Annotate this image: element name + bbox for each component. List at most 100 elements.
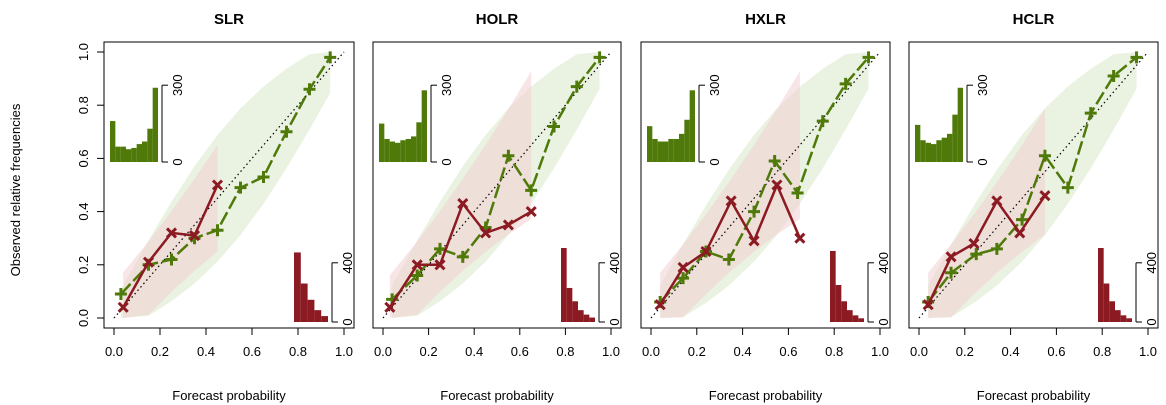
green-reliability-series (386, 51, 606, 306)
histogram-bar (589, 317, 595, 322)
red-inset-histogram: 0 400 (830, 250, 891, 326)
histogram-tick-label: 300 (975, 74, 990, 96)
x-axis-label: Forecast probability (440, 388, 554, 403)
histogram-bar (657, 141, 663, 162)
x-marker (411, 259, 423, 271)
histogram-bar (405, 138, 411, 162)
plus-marker (1130, 51, 1143, 64)
x-tick-label: 0.4 (1002, 344, 1020, 359)
panel-hxlr: HXLR 0.0 0.2 0.4 0.6 0.8 1.0 Forecast probabili… (640, 11, 891, 403)
histogram-bar (395, 142, 401, 162)
histogram-bar (379, 123, 385, 162)
x-marker (771, 179, 783, 191)
red-reliability-series (117, 179, 224, 313)
histogram-bar (115, 146, 121, 162)
histogram-bar (689, 90, 695, 162)
histogram-bar (684, 119, 690, 162)
histogram-bar (300, 283, 308, 322)
red-reliability-series (654, 179, 806, 311)
histogram-bar (952, 114, 958, 162)
x-tick-label: 0.0 (910, 344, 928, 359)
x-marker (700, 245, 712, 258)
green-inset-histogram: 0 300 (379, 74, 454, 166)
histogram-bar (915, 124, 921, 162)
x-tick-label: 0.2 (151, 344, 169, 359)
x-marker (794, 232, 806, 244)
plus-marker (502, 149, 515, 162)
histogram-bar (566, 287, 573, 322)
panel-title: HCLR (1013, 11, 1055, 28)
histogram-tick-label: 300 (439, 74, 454, 96)
histogram-bar (957, 87, 963, 162)
histogram-bar (663, 141, 669, 162)
x-marker (677, 261, 689, 274)
histogram-bar (679, 133, 685, 162)
histogram-bar (110, 121, 116, 162)
histogram-tick-label: 300 (170, 74, 185, 96)
x-tick-label: 0.8 (825, 344, 843, 359)
histogram-tick-label: 400 (1144, 252, 1159, 274)
histogram-bar (147, 128, 153, 162)
x-marker (188, 229, 201, 242)
histogram-bar (578, 310, 584, 322)
x-marker (525, 206, 537, 218)
y-tick-label: 1.0 (76, 43, 91, 61)
x-tick-label: 0.0 (374, 344, 392, 359)
plus-marker (1084, 107, 1097, 120)
diagonal-reference-line (113, 51, 345, 319)
histogram-bar (1109, 301, 1115, 322)
histogram-bar (400, 140, 406, 162)
green-series-line (659, 56, 870, 303)
plus-marker (816, 115, 829, 128)
histogram-bar (384, 138, 390, 162)
red-inset-histogram: 0 400 (1098, 248, 1159, 326)
plus-marker (280, 125, 293, 138)
histogram-bar (858, 318, 864, 322)
histogram-bar (561, 248, 567, 322)
histogram-tick-label: 0 (707, 158, 722, 165)
panel-holr: HOLR 0.0 0.2 0.4 0.6 0.8 1.0 Forecast probabili… (372, 11, 622, 403)
x-tick-label: 0.0 (642, 344, 660, 359)
histogram-tick-label: 400 (340, 252, 355, 274)
x-tick-label: 0.2 (956, 344, 974, 359)
plus-marker (839, 77, 852, 90)
histogram-bar (673, 138, 679, 162)
plus-marker (411, 269, 424, 282)
plus-marker (234, 181, 247, 194)
red-inset-histogram: 0 400 (561, 248, 622, 326)
plus-marker (677, 272, 690, 285)
plus-marker (257, 171, 270, 184)
histogram-bar (1115, 310, 1121, 322)
green-series-line (391, 56, 601, 301)
histogram-bar (920, 140, 926, 162)
histogram-bar (647, 126, 653, 162)
histogram-bar (830, 250, 836, 322)
plus-marker (114, 288, 127, 301)
histogram-tick-label: 400 (876, 252, 891, 274)
x-axis-label: Forecast probability (709, 388, 823, 403)
plus-marker (593, 51, 606, 64)
plus-marker (434, 242, 446, 255)
histogram-bar (947, 133, 953, 162)
histogram-bar (841, 301, 847, 322)
plus-marker (970, 248, 983, 261)
histogram-bar (142, 141, 148, 162)
histogram-tick-label: 400 (607, 252, 622, 274)
x-marker (968, 237, 980, 250)
plus-marker (862, 51, 875, 64)
plus-marker (990, 242, 1003, 255)
red-series-line (927, 194, 1047, 306)
plus-marker (768, 155, 781, 168)
x-marker (922, 299, 934, 311)
x-tick-label: 0.6 (1047, 344, 1065, 359)
green-inset-histogram: 0 300 (915, 74, 990, 166)
histogram-tick-label: 0 (607, 318, 622, 325)
plus-marker (1107, 69, 1120, 82)
panel-title: HXLR (745, 11, 786, 28)
histogram-tick-label: 0 (340, 318, 355, 325)
x-tick-label: 0.4 (734, 344, 752, 359)
histogram-bar (931, 144, 937, 162)
x-tick-label: 1.0 (602, 344, 620, 359)
x-tick-label: 0.4 (465, 344, 483, 359)
x-axis-label: Forecast probability (172, 388, 286, 403)
